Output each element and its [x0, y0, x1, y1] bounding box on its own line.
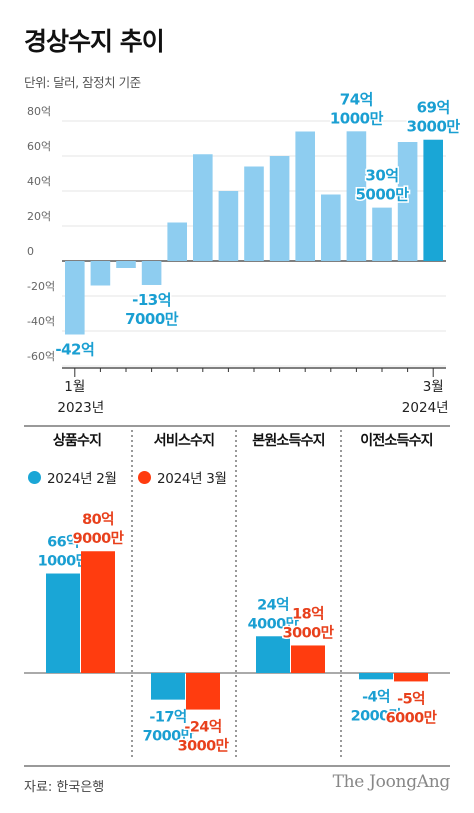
trend-bar — [116, 261, 136, 268]
breakdown-value-label: 7000만 — [143, 728, 195, 745]
breakdown-value-label: -17억 — [149, 708, 186, 726]
trend-bar — [295, 131, 315, 261]
bar-value-label: 3000만 — [407, 118, 461, 136]
breakdown-value-label: -5억 — [397, 689, 425, 707]
trend-bar — [346, 131, 367, 261]
y-tick-label: -60억 — [27, 350, 55, 363]
legend-dot-mar — [138, 470, 151, 484]
breakdown-value-label: 6000만 — [386, 709, 438, 726]
trend-bar — [372, 207, 392, 261]
trend-bar — [65, 261, 85, 335]
bar-value-label: 7000만 — [125, 310, 179, 328]
breakdown-value-label: -24억 — [184, 718, 221, 736]
bar-value-label: 1000만 — [330, 109, 384, 127]
bar-value-label: 30억 — [365, 167, 398, 185]
breakdown-value-label: 24억 — [257, 595, 289, 613]
trend-bar — [321, 194, 341, 261]
trend-bar — [218, 191, 239, 261]
breakdown-value-label: 1000만 — [38, 553, 90, 570]
breakdown-bar — [81, 551, 115, 673]
trend-bar — [423, 139, 443, 261]
trend-bar — [167, 222, 187, 261]
breakdown-value-label: 66억 — [47, 533, 79, 551]
trend-bar — [193, 154, 213, 261]
breakdown-value-label: 2000만 — [351, 707, 403, 724]
breakdown-value-label: 3000만 — [283, 624, 335, 641]
legend-label-feb: 2024년 2월 — [47, 471, 117, 487]
category-label: 본원소득수지 — [252, 433, 324, 449]
legend-item-feb: 2024년 2월 — [28, 467, 117, 487]
trend-bar — [141, 261, 162, 285]
y-tick-label: -20억 — [27, 280, 55, 293]
y-tick-label: 40억 — [27, 175, 51, 188]
breakdown-bar — [151, 673, 185, 700]
chart-title: 경상수지 추이 — [24, 27, 165, 56]
breakdown-bar — [394, 673, 428, 682]
legend-label-mar: 2024년 3월 — [157, 471, 227, 487]
y-tick-label: 80억 — [27, 105, 51, 118]
unit-note: 단위: 달러, 잠정치 기준 — [24, 75, 141, 90]
breakdown-value-label: 9000만 — [73, 530, 125, 547]
category-label: 서비스수지 — [154, 433, 214, 449]
legend-dot-feb — [28, 470, 41, 484]
bar-value-label: -13억 — [132, 291, 171, 309]
breakdown-value-label: 3000만 — [178, 738, 230, 755]
trend-bar — [90, 261, 111, 286]
x-end-month: 3월 — [423, 379, 444, 395]
trend-bar — [397, 142, 418, 261]
breakdown-bar — [186, 673, 220, 710]
breakdown-bar — [291, 645, 325, 673]
y-tick-label: 0 — [27, 245, 34, 258]
breakdown-value-label: 80억 — [82, 510, 114, 528]
category-label: 이전소득수지 — [360, 432, 432, 449]
trend-bar — [269, 156, 290, 261]
breakdown-value-label: 18억 — [292, 604, 324, 622]
bar-value-label: 69억 — [417, 99, 450, 117]
bar-value-label: -42억 — [55, 341, 94, 359]
legend-item-mar: 2024년 3월 — [138, 467, 227, 487]
y-tick-label: -40억 — [27, 315, 55, 328]
breakdown-bar — [46, 573, 80, 673]
trend-bar — [244, 166, 264, 261]
source-note: 자료: 한국은행 — [24, 780, 105, 795]
y-tick-label: 20억 — [27, 210, 51, 223]
y-tick-label: 60억 — [27, 140, 51, 153]
x-start-year: 2023년 — [57, 400, 104, 416]
x-start-month: 1월 — [64, 379, 85, 395]
breakdown-value-label: -4억 — [362, 687, 390, 705]
x-end-year: 2024년 — [402, 400, 449, 416]
breakdown-bar — [359, 673, 393, 680]
breakdown-value-label: 4000만 — [248, 615, 300, 632]
breakdown-bar — [256, 636, 290, 673]
category-label: 상품수지 — [53, 433, 101, 449]
bar-value-label: 5000만 — [355, 186, 409, 204]
brand-logo: The JoongAng — [332, 772, 451, 792]
bar-value-label: 74억 — [340, 90, 373, 108]
